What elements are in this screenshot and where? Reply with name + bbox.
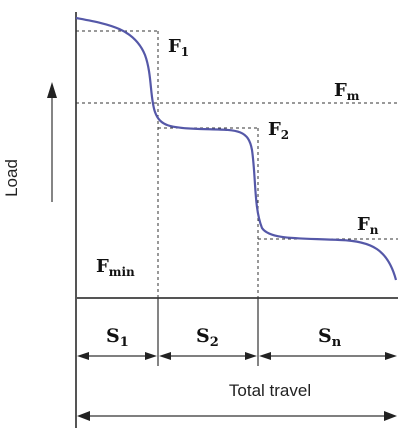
load-curve — [75, 16, 398, 281]
label-s2: S2 — [196, 325, 219, 350]
guide-lines — [76, 30, 398, 298]
label-fm: Fm — [334, 80, 360, 103]
label-fmin: Fmin — [96, 256, 135, 279]
total-travel-arrow — [77, 411, 397, 421]
y-axis-label: Load — [2, 159, 21, 197]
load-arrow — [47, 82, 57, 202]
x-axis-label: Total travel — [229, 381, 311, 400]
label-fn: Fn — [357, 214, 379, 237]
label-f1: F1 — [168, 36, 189, 59]
segment-ticks — [157, 298, 259, 366]
label-sn: Sn — [318, 325, 342, 350]
label-s1: S1 — [106, 325, 129, 350]
label-f2: F2 — [268, 119, 289, 142]
segment-arrows — [77, 352, 397, 360]
